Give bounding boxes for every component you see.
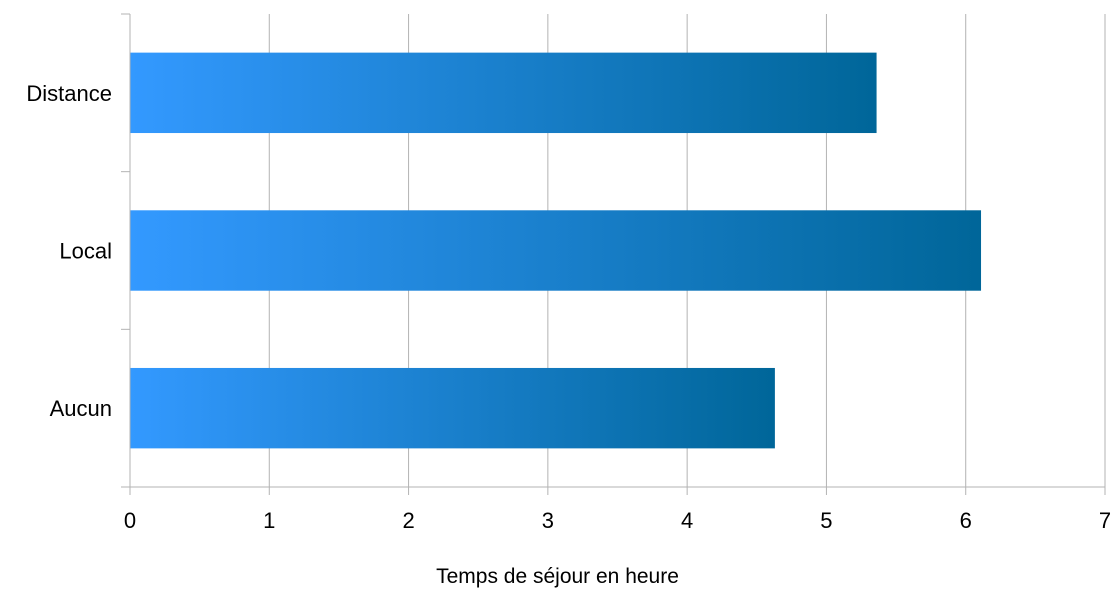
bar-distance bbox=[130, 52, 877, 134]
x-tick-label: 0 bbox=[124, 508, 136, 533]
axes bbox=[121, 13, 1106, 495]
labels: 0 1 2 3 4 5 6 7 Distance Local Aucun bbox=[26, 81, 1111, 533]
x-tick-label: 6 bbox=[960, 508, 972, 533]
x-tick-label: 2 bbox=[402, 508, 414, 533]
bar-local bbox=[130, 210, 982, 291]
x-tick-label: 5 bbox=[820, 508, 832, 533]
x-tick-label: 3 bbox=[542, 508, 554, 533]
x-tick-label: 1 bbox=[263, 508, 275, 533]
x-tick-label: 7 bbox=[1099, 508, 1111, 533]
y-category-label: Distance bbox=[26, 81, 112, 106]
x-tick-label: 4 bbox=[681, 508, 693, 533]
bars bbox=[130, 52, 982, 449]
x-axis-title: Temps de séjour en heure bbox=[436, 565, 679, 588]
y-category-label: Local bbox=[59, 239, 112, 264]
y-category-label: Aucun bbox=[50, 396, 112, 421]
bar-aucun bbox=[130, 367, 775, 449]
